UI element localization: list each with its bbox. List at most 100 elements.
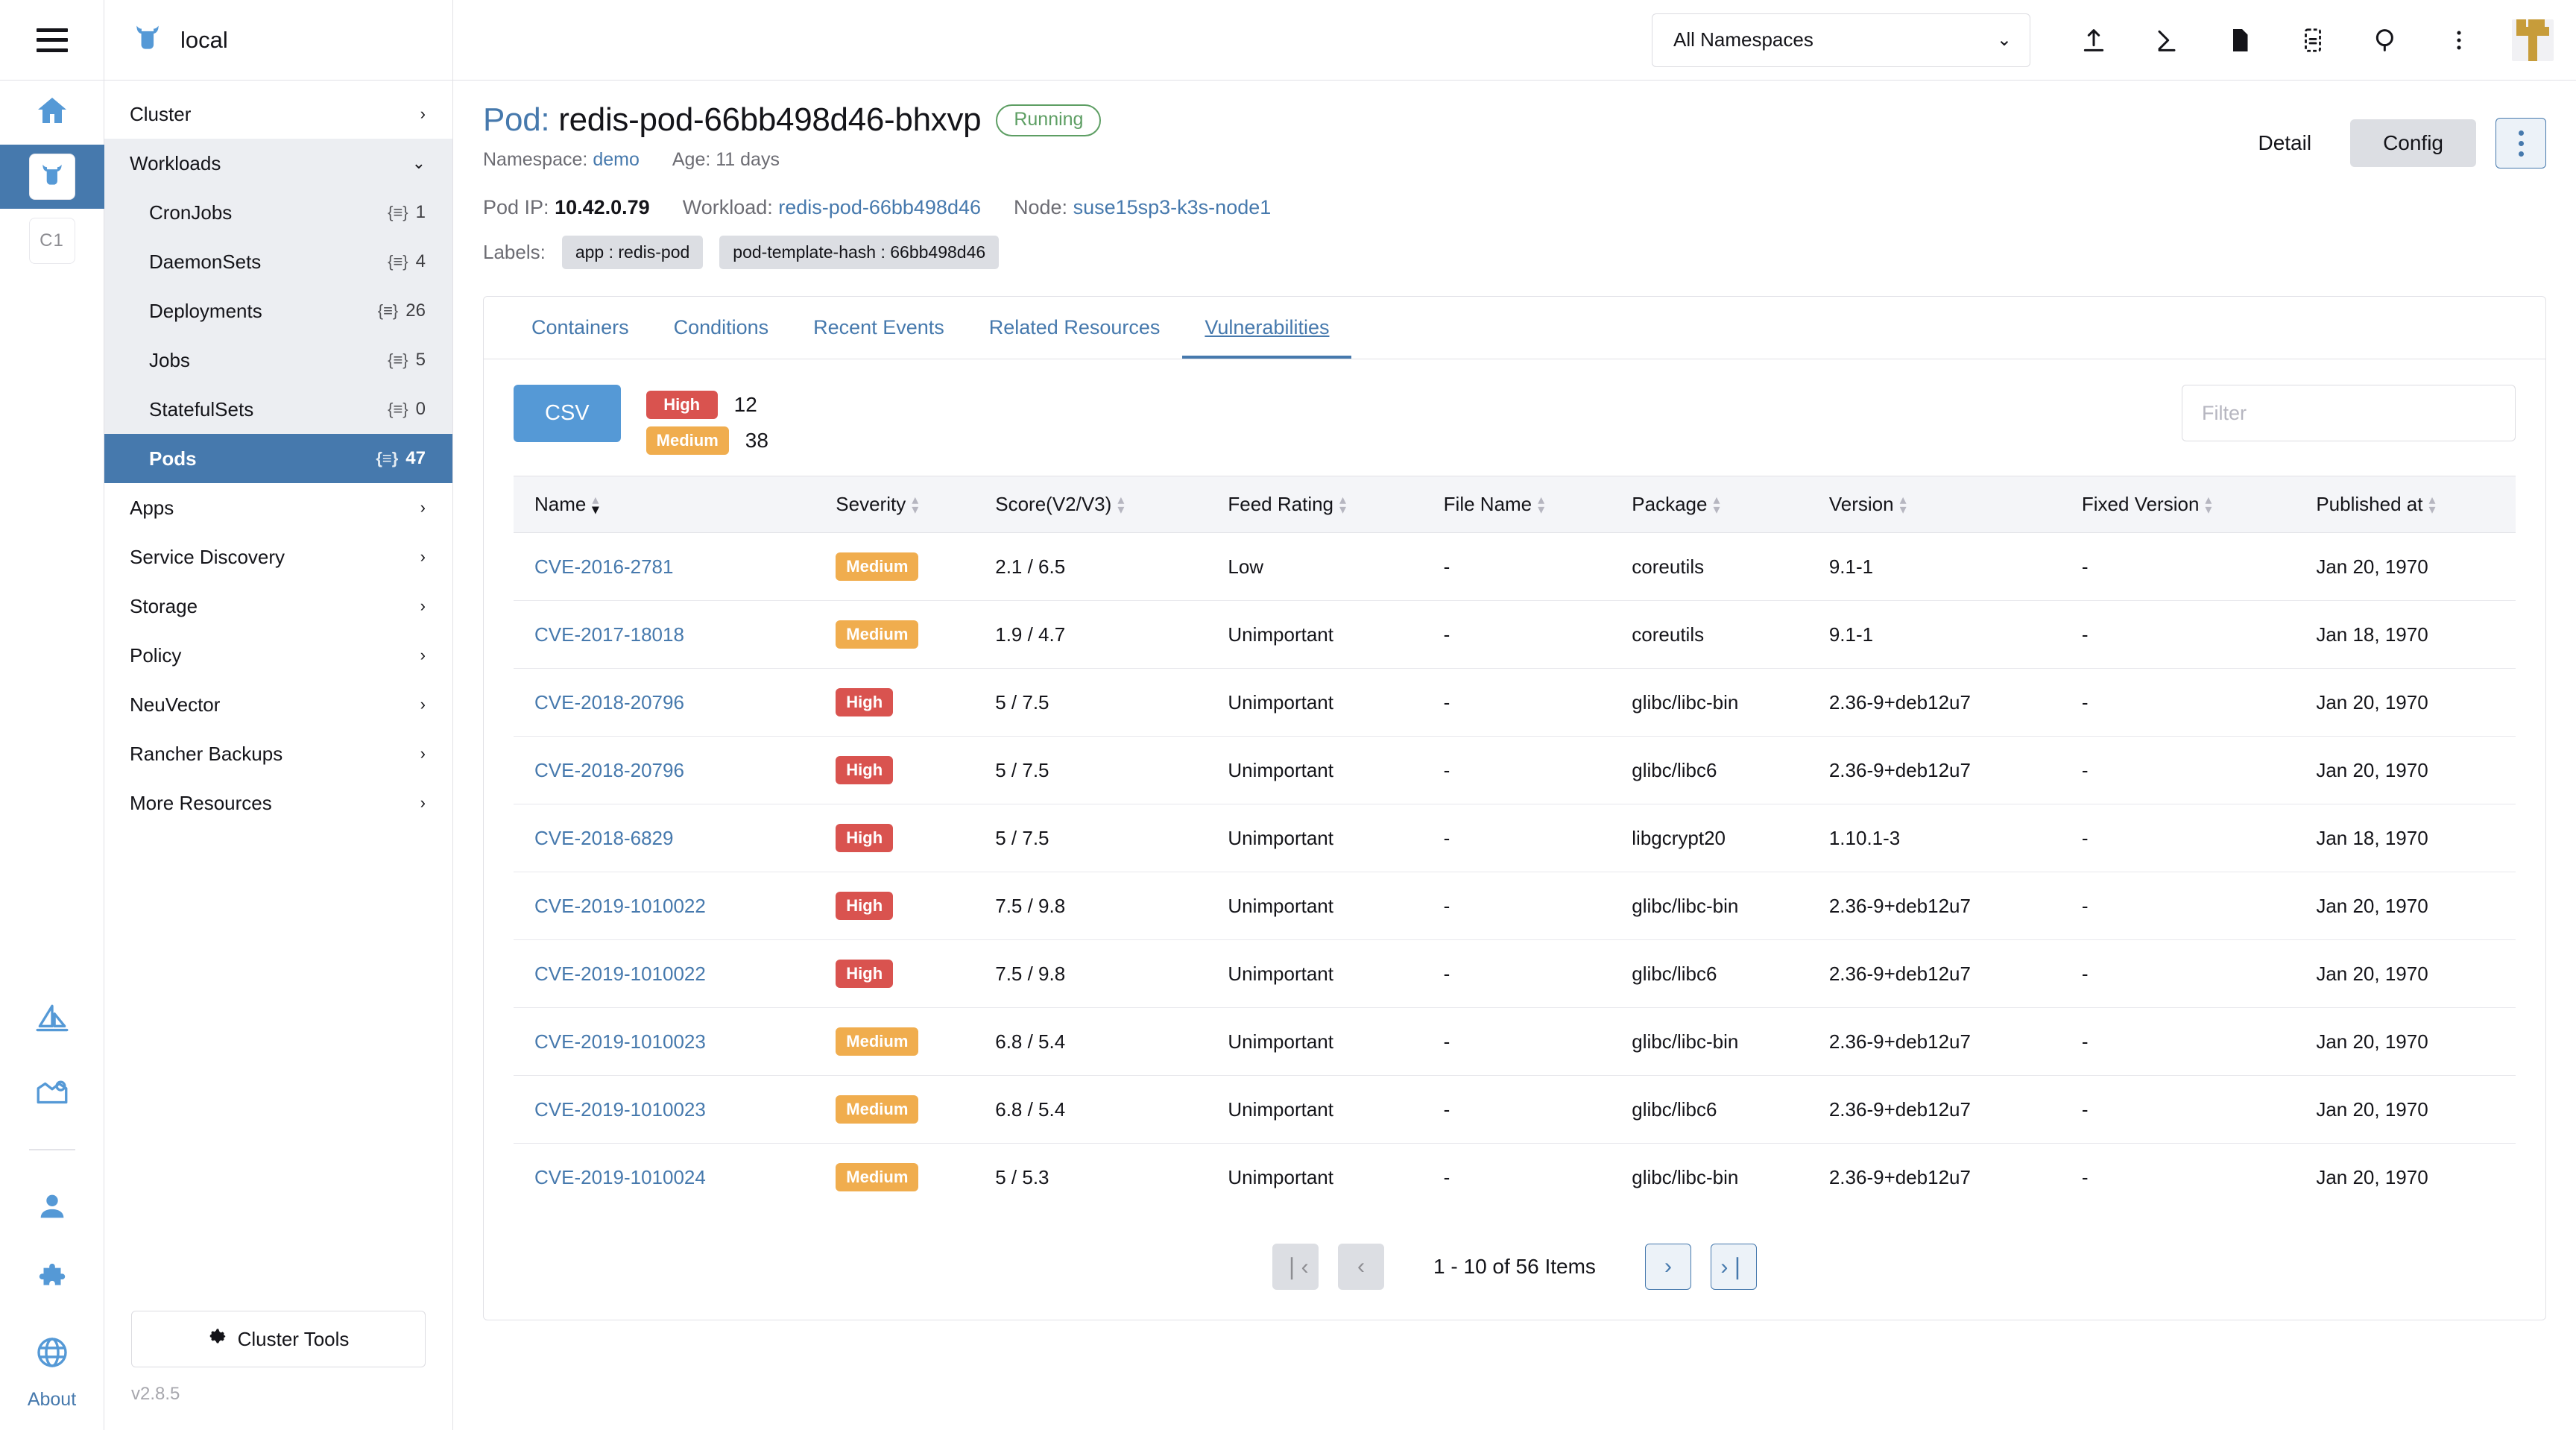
sidebar-item-label: Service Discovery [130,545,285,568]
tab-conditions[interactable]: Conditions [673,316,769,338]
helm-icon[interactable] [32,1000,72,1040]
sidebar-item-rancher-backups[interactable]: Rancher Backups › [104,729,452,778]
search-icon[interactable] [2349,13,2422,67]
column-header-package[interactable]: Package ▴ ▾ [1614,476,1811,533]
column-header-score[interactable]: Score(V2/V3) ▴ ▾ [977,476,1210,533]
page-title-row: Pod: redis-pod-66bb498d46-bhxvp Running [483,101,2238,139]
namespace-filter-dropdown[interactable]: All Namespaces ⌄ [1652,13,2030,67]
filter-input[interactable] [2182,385,2516,441]
cve-link[interactable]: CVE-2018-6829 [534,826,674,849]
cve-link[interactable]: CVE-2019-1010023 [534,1030,706,1053]
column-label: Score(V2/V3) [995,493,1112,515]
about-link[interactable]: About [27,1389,77,1410]
kubeconfig-file-icon[interactable] [2203,13,2276,67]
cell-published-at: Jan 18, 1970 [2298,600,2516,669]
sidebar-item-neuvector[interactable]: NeuVector › [104,680,452,729]
cve-link[interactable]: CVE-2019-1010022 [534,962,706,985]
column-label: Fixed Version [2081,493,2200,515]
severity-badge: Medium [836,1027,919,1056]
user-icon[interactable] [32,1186,72,1226]
cve-link[interactable]: CVE-2016-2781 [534,555,674,578]
cluster-icon [131,22,164,58]
cve-link[interactable]: CVE-2019-1010022 [534,894,706,917]
label-tag: app : redis-pod [561,236,704,269]
puzzle-icon[interactable] [32,1259,72,1300]
copy-kubeconfig-icon[interactable] [2276,13,2349,67]
first-page-button[interactable]: ❘‹ [1272,1244,1319,1290]
tab-recent-events[interactable]: Recent Events [813,316,944,338]
node-link[interactable]: suse15sp3-k3s-node1 [1073,196,1272,218]
detail-button[interactable]: Detail [2238,119,2331,167]
sidebar-item-apps[interactable]: Apps › [104,483,452,532]
sidebar-item-label: DaemonSets [149,250,262,273]
rail-divider [28,1149,75,1150]
rail-item-cluster-local[interactable] [0,145,104,209]
column-header-version[interactable]: Version ▴ ▾ [1811,476,2064,533]
column-header-feed-rating[interactable]: Feed Rating ▴ ▾ [1210,476,1426,533]
column-header-fixed-version[interactable]: Fixed Version ▴ ▾ [2063,476,2299,533]
column-header-name[interactable]: Name ▴ ▾ [514,476,818,533]
sort-icon: ▴ ▾ [2205,491,2212,517]
user-avatar[interactable] [2512,19,2554,61]
sidebar-item-service-discovery[interactable]: Service Discovery › [104,532,452,582]
sidebar-item-workloads[interactable]: Workloads ⌄ [104,139,452,188]
cell-score: 2.1 / 6.5 [977,532,1210,601]
sidebar-item-storage[interactable]: Storage › [104,582,452,631]
kebab-menu-icon[interactable] [2422,13,2496,67]
table-row: CVE-2018-20796 High 5 / 7.5 Unimportant - gli… [514,736,2516,804]
actions-menu-button[interactable] [2496,118,2546,168]
kubectl-shell-icon[interactable] [2130,13,2203,67]
tab-vulnerabilities[interactable]: Vulnerabilities [1182,297,1352,359]
column-header-severity[interactable]: Severity ▴ ▾ [818,476,978,533]
config-button[interactable]: Config [2350,119,2476,167]
csv-export-button[interactable]: CSV [514,385,621,442]
sidebar-item-pods[interactable]: Pods {≡} 47 [104,434,452,483]
rail-item-home[interactable] [0,81,104,145]
chevron-right-icon: › [420,104,426,123]
cve-link[interactable]: CVE-2018-20796 [534,758,684,781]
sidebar-item-more-resources[interactable]: More Resources › [104,778,452,828]
namespace-link[interactable]: demo [593,149,640,170]
column-header-file-name[interactable]: File Name ▴ ▾ [1425,476,1614,533]
tab-related-resources[interactable]: Related Resources [988,316,1161,338]
severity-count-high: 12 [733,393,757,416]
globe-icon[interactable] [32,1332,72,1373]
cluster-tools-button[interactable]: Cluster Tools [131,1311,426,1367]
extensions-cloud-icon[interactable] [32,1073,72,1113]
prev-page-button[interactable]: ‹ [1338,1244,1385,1290]
cve-link[interactable]: CVE-2019-1010024 [534,1165,706,1188]
rail-item-cluster-c1[interactable]: C1 [0,209,104,273]
cell-feed-rating: Unimportant [1210,1007,1426,1076]
sidebar-item-cluster[interactable]: Cluster › [104,89,452,139]
workload-link[interactable]: redis-pod-66bb498d46 [778,196,981,218]
sidebar-item-jobs[interactable]: Jobs {≡} 5 [104,336,452,385]
cve-link[interactable]: CVE-2019-1010023 [534,1097,706,1121]
cell-severity: Medium [818,532,978,601]
sidebar-item-policy[interactable]: Policy › [104,631,452,680]
page-header-left: Pod: redis-pod-66bb498d46-bhxvp Running … [483,101,2238,171]
sort-icon: ▴ ▾ [1899,491,1907,517]
sidebar-item-count: {≡} 1 [388,202,426,223]
sidebar-item-cronjobs[interactable]: CronJobs {≡} 1 [104,188,452,237]
cluster-c1-label: C1 [40,230,64,251]
column-header-published-at[interactable]: Published at ▴ ▾ [2298,476,2516,533]
sidebar-nav: Cluster › Workloads ⌄ CronJobs {≡} 1 Dae… [104,81,452,1311]
tab-containers[interactable]: Containers [531,316,629,338]
cell-feed-rating: Unimportant [1210,939,1426,1008]
last-page-button[interactable]: ›❘ [1710,1244,1757,1290]
import-yaml-icon[interactable] [2057,13,2130,67]
cve-link[interactable]: CVE-2017-18018 [534,623,684,646]
sidebar-item-statefulsets[interactable]: StatefulSets {≡} 0 [104,385,452,434]
sidebar-item-daemonsets[interactable]: DaemonSets {≡} 4 [104,237,452,286]
next-page-button[interactable]: › [1644,1244,1691,1290]
hamburger-icon[interactable] [36,28,68,52]
sort-icon: ▴ ▾ [1538,491,1545,517]
count-value: 47 [405,448,426,468]
sidebar-item-label: CronJobs [149,201,233,224]
sidebar-item-label: Jobs [149,348,190,371]
cell-score: 7.5 / 9.8 [977,939,1210,1008]
cell-severity: High [818,804,978,872]
sidebar-item-deployments[interactable]: Deployments {≡} 26 [104,286,452,336]
sidebar-item-count: {≡} 5 [388,350,426,371]
cve-link[interactable]: CVE-2018-20796 [534,690,684,714]
